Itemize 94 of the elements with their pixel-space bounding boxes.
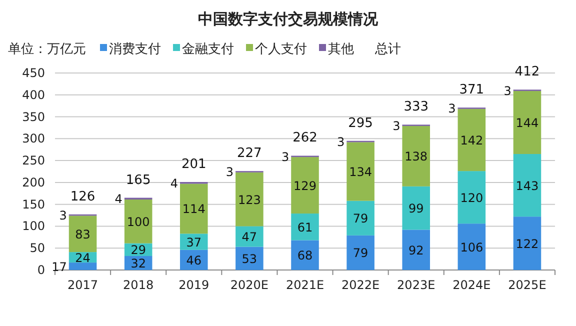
bar [68,216,97,252]
data-label: 138 [404,150,428,164]
y-tick-label: 200 [22,175,45,190]
data-label: 129 [294,178,316,193]
data-label: 83 [75,227,90,242]
y-tick-label: 350 [22,110,45,124]
x-tick-label: 2022E [341,278,380,292]
total-label: 262 [292,130,318,146]
data-label: 3 [504,84,512,98]
data-label: 17 [52,260,67,274]
bar [291,157,319,214]
data-label: 46 [186,253,202,268]
data-label: 68 [297,248,313,263]
data-label: 143 [516,178,539,193]
bar [458,171,486,224]
text: 总计 [374,42,401,57]
data-label: 4 [114,192,122,206]
bar [180,234,208,250]
chart-title: 中国数字支付交易规模情况 [198,10,379,28]
bar [513,90,542,154]
data-label: 3 [281,150,290,164]
y-tick-label: 0 [37,263,45,277]
total-label: 371 [459,82,484,98]
data-label: 99 [408,202,424,216]
data-label: 79 [352,212,368,226]
legend-label: 个人支付 [255,42,307,57]
x-tick-label: 2024E [452,278,491,292]
bar [513,216,542,270]
y-tick-label: 250 [22,154,45,168]
data-label: 24 [75,250,90,265]
x-tick-label: 2019 [178,278,210,292]
bar [236,226,264,247]
bar [68,262,97,270]
y-tick-label: 150 [22,197,45,212]
data-label: 114 [182,202,206,216]
data-label: 61 [297,220,313,234]
bar [124,200,152,244]
x-tick-label: 2017 [68,278,98,292]
total-label: 201 [181,157,206,172]
bar [402,126,430,186]
bar [236,172,264,226]
data-label: 32 [130,256,146,270]
y-tick-label: 50 [30,241,45,256]
x-tick-label: 2025E [508,278,546,292]
data-label: 3 [59,208,67,223]
total-label: 227 [237,146,262,162]
bar [346,235,374,270]
bar [402,186,430,230]
total-label: 295 [348,116,373,131]
total-label: 126 [70,189,96,204]
data-label: 3 [448,102,456,116]
data-label: 122 [516,236,539,251]
y-tick-label: 300 [22,132,45,146]
bar [180,184,208,234]
bar [402,230,430,270]
data-label: 106 [460,240,484,254]
data-label: 3 [226,165,234,180]
data-label: 53 [242,252,258,266]
data-label: 4 [170,176,178,190]
x-tick-label: 2018 [123,278,154,292]
data-label: 3 [337,135,345,150]
bar [346,200,374,236]
data-label: 92 [408,243,424,258]
y-tick-label: 450 [22,66,45,80]
y-tick-label: 100 [22,219,45,234]
data-label: 144 [516,116,539,130]
data-label: 142 [460,133,484,148]
data-label: 134 [349,165,372,179]
data-label: 3 [392,118,400,133]
data-label: 29 [130,243,146,258]
data-label: 47 [242,230,258,244]
y-tick-label: 400 [22,88,45,102]
bar [291,240,319,270]
total-label: 165 [126,172,151,188]
y-axis-title: 单位：万亿元 [8,42,86,57]
bar [291,214,319,240]
data-label: 120 [460,190,484,205]
total-label: 333 [404,100,429,115]
bar [458,224,486,270]
legend-label: 金融支付 [182,42,234,57]
data-label: 79 [352,246,368,260]
legend-label: 其他 [328,42,354,57]
legend-label: 消费支付 [109,42,161,57]
total-label: 412 [514,64,540,80]
bar [458,108,486,172]
bar [513,154,542,217]
bar [236,246,264,270]
x-tick-label: 2020E [230,278,269,292]
data-label: 123 [238,192,261,207]
data-label: 100 [126,214,150,229]
bar [346,142,374,201]
data-label: 37 [186,235,202,250]
x-tick-label: 2021E [286,278,324,292]
x-tick-label: 2023E [397,278,436,292]
